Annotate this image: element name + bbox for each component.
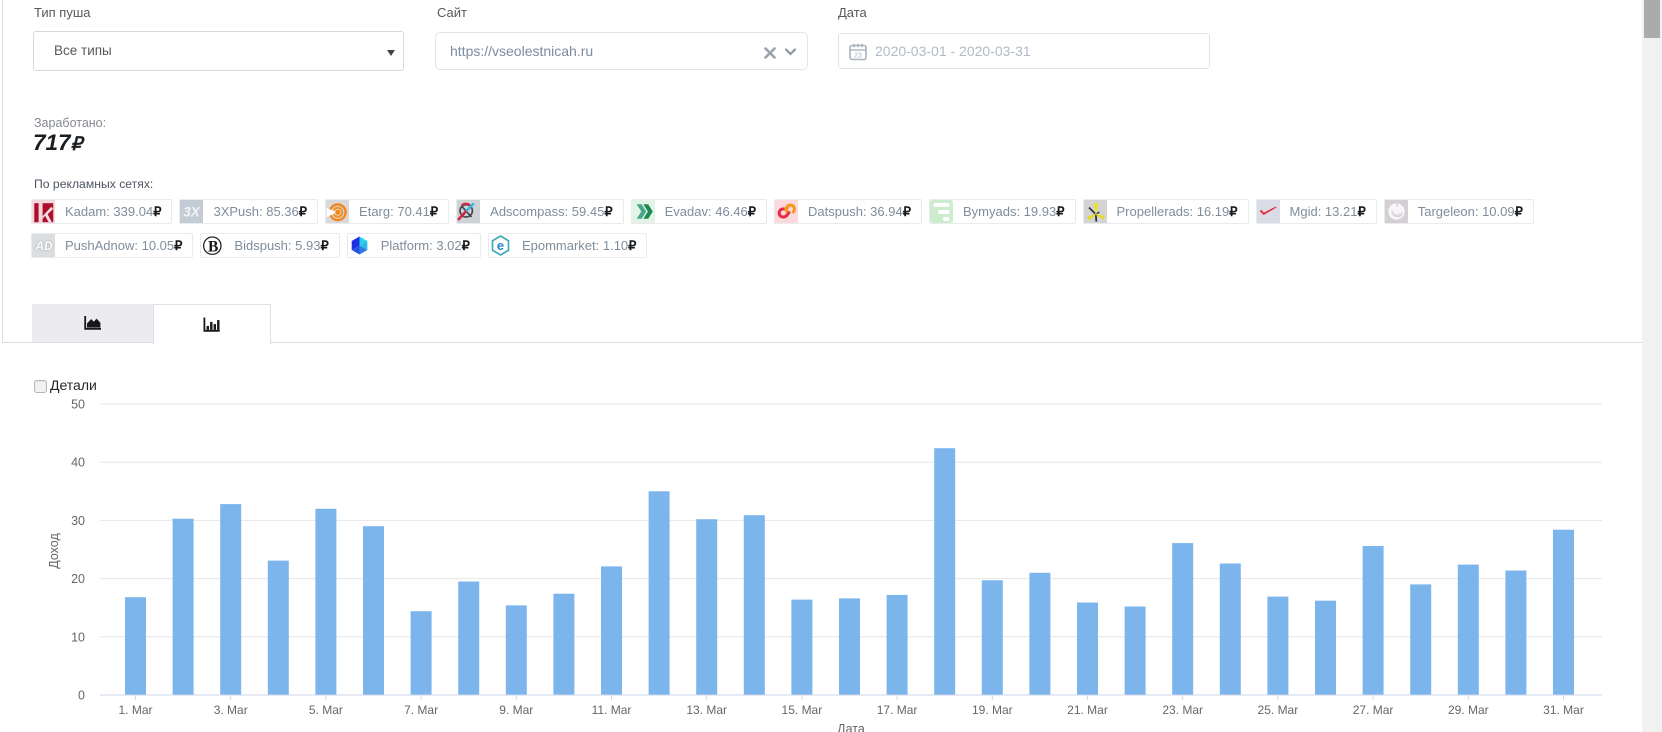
svg-text:5. Mar: 5. Mar	[309, 703, 343, 717]
svg-text:13. Mar: 13. Mar	[686, 703, 727, 717]
svg-text:3. Mar: 3. Mar	[214, 703, 248, 717]
svg-text:40: 40	[71, 456, 85, 470]
svg-text:Дата: Дата	[837, 722, 865, 732]
svg-text:0: 0	[78, 689, 85, 703]
svg-text:31. Mar: 31. Mar	[1543, 703, 1584, 717]
svg-text:AD: AD	[34, 239, 53, 253]
svg-text:25. Mar: 25. Mar	[1258, 703, 1299, 717]
svg-text:Доход: Доход	[47, 533, 61, 569]
svg-text:23: 23	[854, 53, 862, 60]
svg-text:20: 20	[71, 572, 85, 586]
svg-text:23. Mar: 23. Mar	[1162, 703, 1203, 717]
svg-text:29. Mar: 29. Mar	[1448, 703, 1489, 717]
svg-text:3X: 3X	[184, 205, 202, 220]
svg-text:30: 30	[71, 514, 85, 528]
svg-text:10: 10	[71, 630, 85, 644]
svg-text:15. Mar: 15. Mar	[782, 703, 823, 717]
svg-text:19. Mar: 19. Mar	[972, 703, 1013, 717]
svg-text:B: B	[208, 238, 218, 255]
svg-text:11. Mar: 11. Mar	[592, 703, 632, 717]
svg-text:9. Mar: 9. Mar	[499, 703, 533, 717]
svg-text:27. Mar: 27. Mar	[1353, 703, 1394, 717]
svg-text:50: 50	[71, 398, 85, 412]
svg-text:21. Mar: 21. Mar	[1067, 703, 1108, 717]
svg-text:17. Mar: 17. Mar	[877, 703, 918, 717]
svg-text:e: e	[497, 238, 504, 253]
svg-text:7. Mar: 7. Mar	[404, 703, 438, 717]
svg-text:1. Mar: 1. Mar	[118, 703, 152, 717]
